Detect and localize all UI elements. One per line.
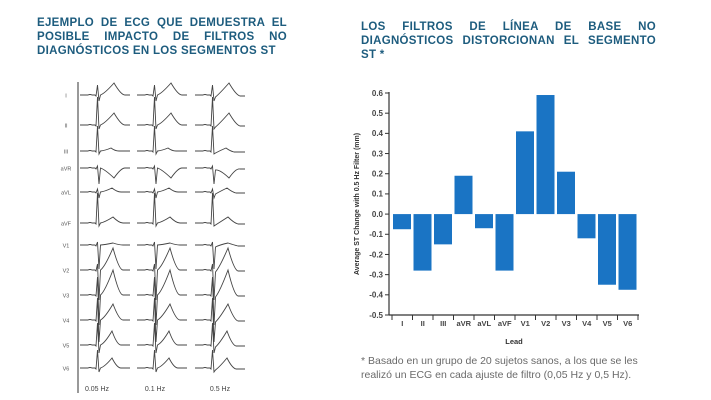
bar-ii <box>413 214 432 271</box>
ecg-trace-ii <box>137 96 187 130</box>
ecg-trace-i <box>195 82 245 102</box>
x-tick-label: aVR <box>456 319 471 328</box>
lead-label-v5: V5 <box>63 344 70 350</box>
ecg-trace-iii <box>80 125 130 156</box>
y-tick-label: 0.0 <box>372 210 384 219</box>
lead-label-v4: V4 <box>63 319 70 325</box>
ecg-trace-v2 <box>137 246 187 301</box>
y-tick-label: -0.3 <box>369 270 383 279</box>
x-tick-label: V4 <box>582 319 592 328</box>
lead-label-avl: aVL <box>61 191 71 197</box>
x-tick-label: aVL <box>477 319 491 328</box>
bar-avf <box>495 214 514 271</box>
x-tick-label: V5 <box>603 319 612 328</box>
x-axis-label: Lead <box>505 337 523 346</box>
bar-v1 <box>516 131 534 215</box>
lead-label-avf: aVF <box>61 222 72 228</box>
y-tick-label: 0.2 <box>372 170 384 179</box>
ecg-trace-i <box>137 82 187 102</box>
y-tick-label: 0.5 <box>372 109 384 118</box>
ecg-trace-avr <box>137 164 187 185</box>
ecg-trace-avf <box>195 192 245 227</box>
ecg-trace-v4 <box>195 297 245 343</box>
ecg-trace-avf <box>80 192 130 228</box>
ecg-trace-v4 <box>137 297 187 343</box>
lead-label-avr: aVR <box>61 167 72 173</box>
lead-label-v6: V6 <box>63 367 70 373</box>
lead-label-v1: V1 <box>63 244 70 250</box>
ecg-trace-v4 <box>80 297 130 343</box>
ecg-example-title: EJEMPLO DE ECG QUE DEMUESTRA EL POSIBLE … <box>37 17 287 57</box>
ecg-trace-avr <box>195 164 245 185</box>
ecg-trace-v3 <box>195 268 245 326</box>
ecg-trace-v3 <box>137 268 187 326</box>
ecg-trace-avl <box>137 187 187 199</box>
ecg-trace-iii <box>137 125 187 156</box>
x-tick-label: V1 <box>521 319 530 328</box>
lead-label-iii: III <box>64 150 69 156</box>
x-tick-label: III <box>440 319 446 328</box>
ecg-trace-v5 <box>80 322 130 354</box>
bar-v3 <box>557 171 575 215</box>
ecg-trace-v6 <box>195 349 245 374</box>
bar-v4 <box>577 214 596 239</box>
ecg-trace-ii <box>195 96 245 131</box>
x-tick-label: aVF <box>498 319 512 328</box>
y-tick-label: 0.3 <box>372 149 384 158</box>
lead-label-v3: V3 <box>63 294 70 300</box>
ecg-trace-v5 <box>195 322 245 354</box>
ecg-trace-avf <box>137 192 187 228</box>
y-tick-label: -0.4 <box>369 291 383 300</box>
x-tick-label: V3 <box>562 319 571 328</box>
ecg-trace-ii <box>80 96 130 130</box>
lead-label-v2: V2 <box>63 269 70 275</box>
filter-label: 0.05 Hz <box>85 386 110 393</box>
filter-label: 0.5 Hz <box>210 386 231 393</box>
x-tick-label: II <box>421 319 425 328</box>
ecg-trace-v2 <box>195 246 245 301</box>
lead-label-ii: II <box>64 124 68 130</box>
ecg-trace-avr <box>80 164 130 185</box>
ecg-trace-v1 <box>195 241 245 270</box>
y-tick-label: -0.2 <box>369 250 383 259</box>
y-tick-label: 0.6 <box>372 89 384 98</box>
filter-label: 0.1 Hz <box>145 386 166 393</box>
ecg-trace-v5 <box>137 322 187 354</box>
ecg-trace-v1 <box>80 241 130 270</box>
bar-iii <box>434 214 452 245</box>
y-tick-label: -0.1 <box>369 230 383 239</box>
bar-avl <box>475 214 493 229</box>
y-tick-label: 0.1 <box>372 190 384 199</box>
ecg-trace-v1 <box>137 241 187 270</box>
ecg-trace-i <box>80 82 130 102</box>
bar-avr <box>454 175 473 215</box>
y-tick-label: 0.4 <box>372 129 384 138</box>
ecg-trace-v2 <box>80 246 130 301</box>
baseline-filter-title: LOS FILTROS DE LÍNEA DE BASE NO DIAGNÓST… <box>361 21 656 61</box>
bar-v6 <box>618 214 637 290</box>
footnote: * Basado en un grupo de 20 sujetos sanos… <box>361 355 638 381</box>
bar-v5 <box>598 214 616 285</box>
x-tick-label: V6 <box>623 319 632 328</box>
x-tick-label: V2 <box>541 319 550 328</box>
x-tick-label: I <box>401 319 403 328</box>
y-tick-label: -0.5 <box>369 311 383 320</box>
y-axis-label: Average ST Change with 0.5 Hz Filter (mm… <box>354 133 361 275</box>
ecg-trace-iii <box>195 125 245 155</box>
bar-i <box>393 214 411 230</box>
bar-v2 <box>536 95 555 215</box>
ecg-trace-v6 <box>80 349 130 373</box>
ecg-trace-v6 <box>137 349 187 373</box>
ecg-trace-avl <box>195 187 245 200</box>
lead-label-i: I <box>65 94 67 100</box>
ecg-trace-avl <box>80 187 130 199</box>
ecg-trace-v3 <box>80 268 130 326</box>
